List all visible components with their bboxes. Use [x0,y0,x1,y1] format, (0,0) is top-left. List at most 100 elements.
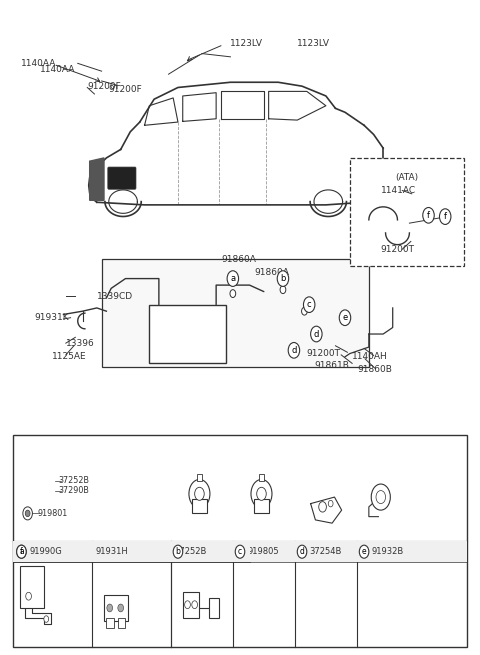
Text: d: d [300,547,304,556]
Circle shape [303,297,315,312]
Bar [233,541,295,562]
Text: 1125AE: 1125AE [51,352,86,361]
Bar [197,474,202,481]
Text: 91200T: 91200T [381,245,415,253]
Circle shape [319,502,326,512]
Circle shape [192,601,198,608]
Text: f: f [20,547,23,556]
Circle shape [311,326,322,342]
Circle shape [227,271,239,286]
Text: e: e [342,313,348,322]
Circle shape [17,545,26,558]
Bar [107,618,114,627]
Circle shape [118,604,123,612]
Text: b: b [280,274,286,283]
Bar [254,499,269,514]
Circle shape [288,343,300,358]
Circle shape [44,616,48,622]
Circle shape [301,307,307,315]
Text: 91931H: 91931H [96,547,129,556]
Circle shape [185,601,191,608]
Circle shape [277,271,288,286]
FancyBboxPatch shape [108,167,136,189]
Text: 91200F: 91200F [109,85,143,94]
Circle shape [297,545,307,558]
Text: 91200T: 91200T [307,349,341,358]
Text: 91932B: 91932B [372,547,404,556]
Text: 37252B: 37252B [59,476,90,485]
Text: 919801: 919801 [37,509,67,518]
Text: 919805: 919805 [248,547,279,556]
Polygon shape [90,158,104,200]
Circle shape [360,545,369,558]
Text: 1123LV: 1123LV [229,39,263,48]
Circle shape [376,491,385,504]
Circle shape [17,545,26,558]
Text: 1339CD: 1339CD [97,291,133,301]
FancyBboxPatch shape [350,158,464,265]
Bar [192,499,206,514]
Text: 91860A: 91860A [254,267,289,276]
Circle shape [280,286,286,293]
Circle shape [328,500,333,507]
Bar [171,541,233,562]
Text: 1141AC: 1141AC [381,186,416,195]
Circle shape [230,290,236,297]
Text: f: f [444,212,447,221]
Text: b: b [176,547,180,556]
Text: 37290B: 37290B [59,486,90,495]
Text: 37252B: 37252B [175,547,207,556]
Circle shape [107,604,113,612]
Bar [209,598,218,618]
Bar [118,618,125,627]
Bar [21,565,44,608]
Circle shape [440,209,451,225]
Bar [104,595,128,621]
Circle shape [26,592,32,600]
Text: 1140AH: 1140AH [352,352,388,362]
Circle shape [257,487,266,500]
Text: c: c [307,300,312,309]
Circle shape [173,545,183,558]
Circle shape [195,487,204,500]
Text: 91860A: 91860A [221,255,256,264]
Text: d: d [291,346,297,355]
Circle shape [423,208,434,223]
Circle shape [339,310,351,326]
Bar [13,541,92,562]
Text: 91200F: 91200F [87,82,121,90]
Text: f: f [427,211,430,220]
Bar [149,305,226,364]
Circle shape [25,510,30,517]
Bar [295,541,357,562]
Text: 91931K: 91931K [35,313,70,322]
Text: 91932C: 91932C [186,547,218,556]
Bar [13,435,467,647]
Text: 1123LV: 1123LV [297,39,330,48]
Text: 91990G: 91990G [29,547,62,556]
Text: 91860B: 91860B [357,365,392,374]
Bar [171,541,250,562]
Text: 91861B: 91861B [314,361,349,370]
Text: a: a [230,274,235,283]
Circle shape [23,507,33,520]
Text: c: c [238,547,242,556]
Circle shape [189,479,210,508]
Text: e: e [362,547,366,556]
Bar [102,259,369,367]
Text: 13396: 13396 [66,339,95,348]
Text: 37254B: 37254B [310,547,342,556]
Bar [13,541,171,562]
Circle shape [251,479,272,508]
Bar [92,541,171,562]
Bar [357,541,467,562]
Text: 1140AA: 1140AA [39,66,75,75]
Text: d: d [313,329,319,339]
Circle shape [235,545,245,558]
Text: (ATA): (ATA) [395,173,418,182]
Text: 1140AA: 1140AA [21,59,56,68]
Bar [183,591,199,618]
Bar [259,474,264,481]
Text: a: a [19,547,24,556]
Circle shape [371,484,390,510]
